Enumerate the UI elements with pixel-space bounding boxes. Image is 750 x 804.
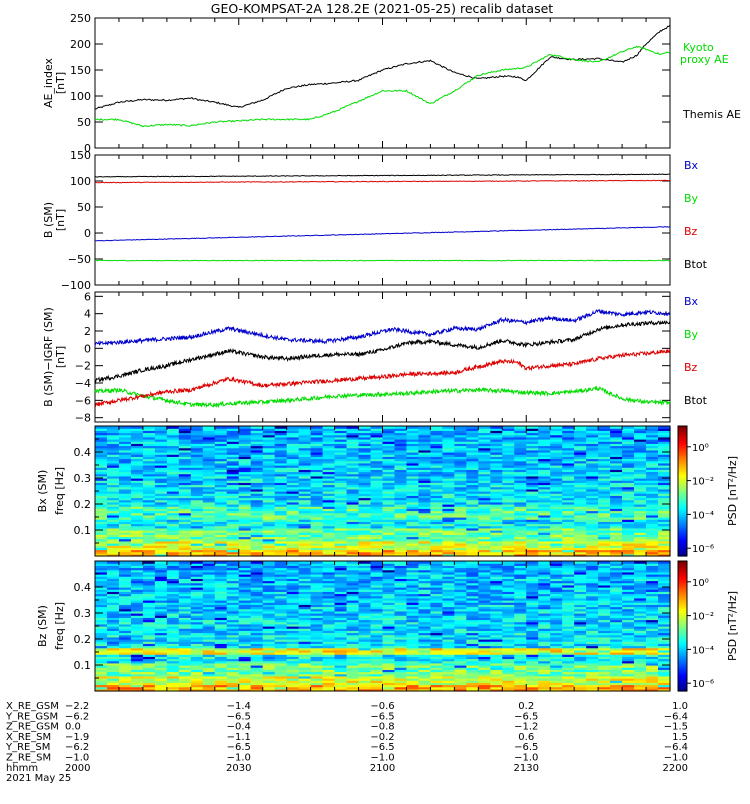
- y-tick-label: 0: [84, 342, 91, 355]
- series-line-bx: [95, 227, 670, 241]
- series-line-kyoto-proxy-ae: [95, 46, 670, 127]
- y-axis-label: [nT]: [54, 346, 67, 368]
- colorbar-tick-label: 10⁻⁴: [692, 510, 714, 521]
- y-tick-label: 150: [70, 149, 91, 162]
- colorbar-label: PSD [nT²/Hz]: [726, 456, 739, 526]
- y-tick-label: 4: [84, 308, 91, 321]
- series-line-bz: [95, 180, 670, 183]
- y-axis-label: Bx (SM): [36, 470, 49, 513]
- y-tick-label: −4: [75, 377, 91, 390]
- y-tick-label: −2: [75, 360, 91, 373]
- y-tick-label: 0.1: [74, 524, 92, 537]
- legend-bx: Bx: [684, 159, 699, 172]
- figure-title: GEO-KOMPSAT-2A 128.2E (2021-05-25) recal…: [211, 1, 554, 16]
- y-tick-label: 2: [84, 325, 91, 338]
- y-axis-label: [nT]: [54, 72, 67, 94]
- y-tick-label: 150: [70, 64, 91, 77]
- y-tick-label: −50: [68, 253, 91, 266]
- y-tick-label: 0.3: [74, 472, 92, 485]
- series-line-bx: [95, 310, 670, 346]
- colorbar-tick-label: 10⁻²: [692, 477, 714, 488]
- y-tick-label: 200: [70, 38, 91, 51]
- y-tick-label: 50: [77, 116, 91, 129]
- y-tick-label: 250: [70, 12, 91, 25]
- legend-by: By: [684, 192, 699, 205]
- y-tick-label: 0.2: [74, 498, 92, 511]
- y-tick-label: 0: [84, 227, 91, 240]
- y-tick-label: −6: [75, 394, 91, 407]
- y-tick-label: 100: [70, 90, 91, 103]
- colorbar-tick-label: 10⁰: [692, 443, 709, 454]
- series-line-btot: [95, 174, 670, 177]
- panel-frame: [95, 18, 670, 148]
- y-tick-label: 0.4: [74, 446, 92, 459]
- y-tick-label: 50: [77, 201, 91, 214]
- legend-proxy-ae: proxy AE: [680, 53, 729, 66]
- series-line-btot: [95, 321, 670, 382]
- y-tick-label: 100: [70, 175, 91, 188]
- series-line-themis-ae: [95, 25, 670, 109]
- series-line-bz: [95, 349, 670, 406]
- legend-btot: Btot: [684, 394, 708, 407]
- y-axis-label: [nT]: [54, 209, 67, 231]
- series-line-by: [95, 260, 670, 261]
- legend-by: By: [684, 328, 699, 341]
- legend-bx: Bx: [684, 295, 699, 308]
- legend-themis-ae: Themis AE: [682, 108, 741, 121]
- legend-btot: Btot: [684, 258, 708, 271]
- y-tick-label: −8: [75, 412, 91, 425]
- legend-bz: Bz: [684, 361, 698, 374]
- legend-bz: Bz: [684, 225, 698, 238]
- y-tick-label: 6: [84, 290, 91, 303]
- colorbar-tick-label: 10⁻⁶: [692, 544, 714, 555]
- y-axis-label: freq [Hz]: [53, 467, 66, 515]
- panel-frame: [95, 292, 670, 422]
